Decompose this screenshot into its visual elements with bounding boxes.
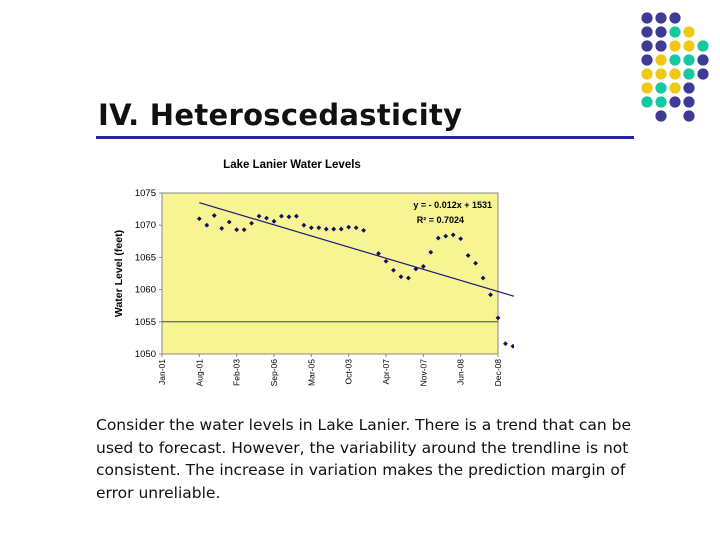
decorative-dot: [655, 40, 667, 52]
decorative-dot: [697, 40, 709, 52]
data-point: [428, 249, 434, 255]
decorative-dot: [669, 40, 681, 52]
data-point: [480, 275, 486, 281]
data-point: [465, 253, 471, 258]
decorative-dot: [641, 96, 653, 108]
decorative-dot: [669, 54, 681, 66]
data-point: [286, 214, 292, 220]
data-point: [420, 264, 426, 269]
data-point: [294, 213, 299, 219]
data-point: [204, 222, 210, 228]
data-point: [510, 343, 514, 349]
decorative-dot-grid: [641, 12, 709, 122]
water-level-chart: Lake Lanier Water Levels Water Level (fee…: [113, 159, 514, 387]
data-point: [398, 274, 404, 280]
decorative-dot: [669, 12, 681, 24]
y-tick-label: 1075: [135, 188, 156, 199]
decorative-dot: [683, 96, 695, 108]
data-point: [435, 235, 441, 241]
slide-body-text: Consider the water levels in Lake Lanier…: [96, 416, 632, 502]
data-point: [226, 219, 232, 225]
trendline: [199, 202, 514, 297]
decorative-dot: [641, 12, 653, 24]
decorative-dot: [655, 110, 667, 122]
title-underline: [96, 136, 634, 139]
data-point: [219, 226, 225, 231]
x-tick-label: Jun-08: [456, 359, 466, 385]
x-tick-label: Apr-07: [381, 359, 391, 385]
x-tick-label: Sep-06: [269, 359, 279, 387]
y-tick-label: 1060: [135, 285, 156, 296]
x-tick-label: Dec-08: [493, 359, 503, 387]
decorative-dot: [641, 82, 653, 94]
x-tick-label: Nov-07: [418, 359, 428, 387]
data-point: [308, 225, 314, 231]
data-point: [241, 227, 247, 233]
x-tick-label: Feb-03: [232, 359, 242, 386]
data-point: [361, 227, 366, 233]
decorative-dot: [655, 54, 667, 66]
decorative-dot: [641, 68, 653, 80]
decorative-dot: [655, 96, 667, 108]
decorative-dot: [669, 68, 681, 80]
data-point: [346, 224, 352, 230]
data-point: [211, 213, 217, 218]
decorative-dot: [641, 26, 653, 38]
decorative-dot: [669, 82, 681, 94]
data-point: [264, 215, 269, 221]
decorative-dot: [683, 82, 695, 94]
x-tick-label: Mar-05: [306, 359, 316, 386]
y-tick-label: 1050: [135, 349, 156, 360]
decorative-dot: [683, 26, 695, 38]
trendline-equation: y = - 0.012x + 1531: [413, 200, 492, 210]
x-tick-label: Jan-01: [157, 359, 167, 385]
decorative-dot: [655, 68, 667, 80]
decorative-dot: [697, 54, 709, 66]
x-tick-label: Aug-01: [194, 359, 204, 387]
data-point: [450, 232, 456, 238]
data-point: [353, 225, 359, 231]
data-point: [323, 226, 329, 232]
data-point: [234, 227, 240, 233]
decorative-dot: [683, 110, 695, 122]
y-axis-label: Water Level (feet): [113, 230, 125, 317]
plot-area: [161, 192, 499, 355]
decorative-dot: [641, 40, 653, 52]
y-tick-label: 1070: [135, 220, 156, 231]
data-point: [488, 292, 493, 298]
slide-title: IV. Heteroscedasticity: [98, 98, 463, 132]
y-tick-label: 1055: [135, 317, 156, 328]
data-point: [503, 341, 508, 347]
data-point: [338, 226, 344, 232]
data-point: [391, 267, 396, 273]
data-point: [443, 233, 449, 239]
data-point: [331, 226, 337, 232]
data-point: [279, 213, 284, 219]
data-point: [376, 251, 381, 256]
data-point: [458, 236, 464, 242]
decorative-dot: [669, 96, 681, 108]
data-point: [316, 225, 322, 231]
decorative-dot: [683, 40, 695, 52]
decorative-dot: [669, 26, 681, 38]
decorative-dot: [655, 12, 667, 24]
decorative-dot: [655, 82, 667, 94]
trendline-r-squared: R² = 0.7024: [417, 215, 464, 225]
decorative-dot: [683, 54, 695, 66]
data-point: [473, 260, 478, 266]
decorative-dot: [641, 54, 653, 66]
decorative-dot: [683, 68, 695, 80]
x-tick-label: Oct-03: [344, 359, 354, 385]
data-point: [383, 258, 389, 264]
decorative-dot: [697, 68, 709, 80]
decorative-dot: [655, 26, 667, 38]
chart-title: Lake Lanier Water Levels: [223, 159, 361, 171]
y-tick-label: 1065: [135, 252, 156, 263]
data-point: [495, 315, 501, 321]
data-point: [301, 222, 307, 228]
data-point: [196, 216, 202, 222]
data-point: [249, 220, 254, 226]
data-point: [406, 275, 411, 281]
data-point: [256, 213, 262, 219]
